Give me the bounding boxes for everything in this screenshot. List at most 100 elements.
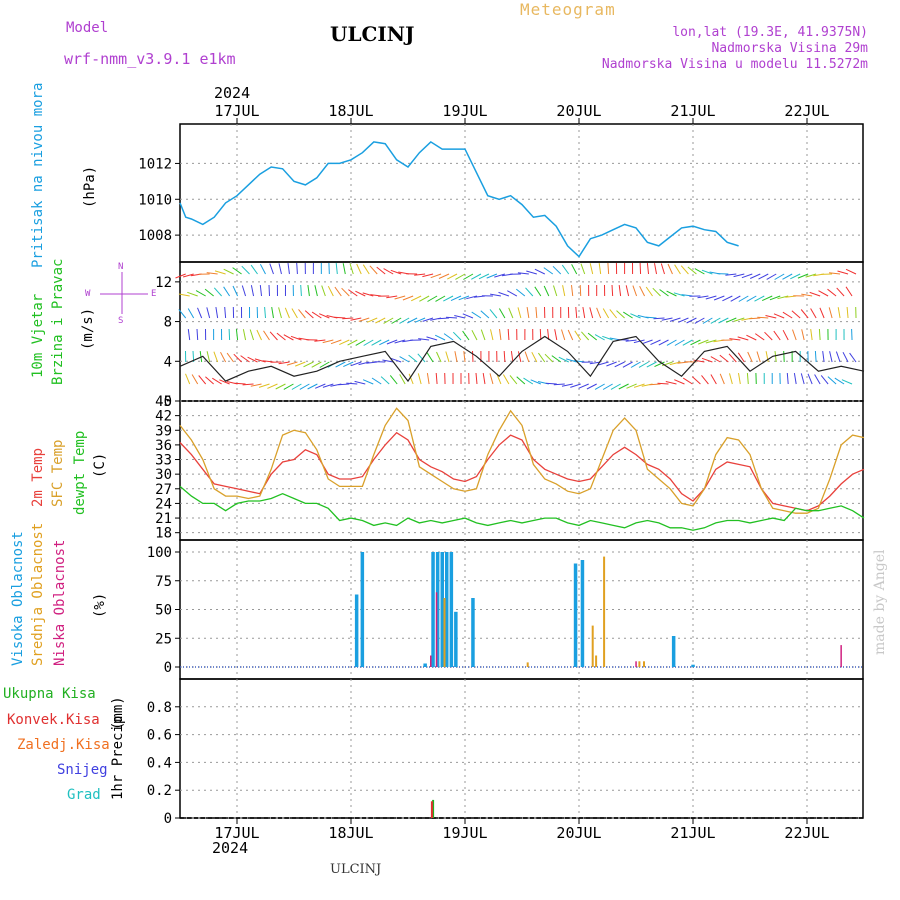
wind-arrow — [503, 350, 506, 363]
wind-arrow — [579, 284, 582, 297]
wind-arrow — [426, 373, 430, 385]
high-cloud-bar — [431, 552, 435, 667]
wind-arrow — [710, 317, 721, 324]
time-label-top: 20JUL — [556, 102, 601, 120]
wind-arrow — [259, 285, 263, 297]
wind-arrow — [845, 286, 853, 297]
wind-arrow — [718, 317, 729, 324]
high-cloud-bar — [360, 552, 365, 667]
wind-arrow — [639, 285, 646, 297]
wind-arrow — [554, 329, 558, 341]
wind-arrow — [256, 329, 262, 341]
wind-arrow — [198, 375, 207, 385]
wind-arrow — [543, 267, 554, 275]
panel-frame — [179, 678, 864, 819]
wind-arrow — [356, 263, 362, 275]
wind-arrow — [436, 351, 442, 363]
wind-arrow — [726, 317, 737, 323]
wind-arrow — [391, 317, 402, 324]
wind-arrow — [383, 317, 394, 324]
wind-arrow — [489, 373, 494, 385]
wind-arrow — [212, 377, 222, 385]
wind-arrow — [733, 273, 745, 278]
wind-arrow — [661, 317, 673, 321]
wind-arrow — [773, 330, 781, 341]
wind-arrow — [686, 317, 697, 324]
wind-arrow — [766, 273, 777, 280]
wind-arrow — [220, 351, 227, 363]
wind-arrow — [342, 263, 346, 275]
high-cloud-bar — [354, 594, 359, 667]
wind-arrow — [553, 285, 558, 297]
wind-arrow — [228, 328, 231, 341]
wind-arrow — [537, 352, 546, 363]
compass-n: N — [118, 262, 124, 272]
wind-arrow — [551, 355, 562, 363]
wind-arrow — [250, 383, 262, 387]
wind-arrow — [625, 285, 630, 297]
wind-arrow — [674, 264, 681, 275]
wind-arrow — [630, 313, 641, 319]
wind-arrow — [304, 310, 314, 319]
wind-arrow — [445, 351, 450, 363]
wind-arrow — [185, 373, 191, 385]
wind-arrow — [728, 353, 737, 363]
time-label-bottom: 17JUL — [214, 824, 259, 842]
wind-arrow — [223, 268, 234, 275]
wind-arrow — [667, 263, 673, 275]
wind-arrow — [680, 265, 689, 275]
wind-arrow — [213, 287, 222, 297]
wind-arrow — [408, 373, 414, 385]
wind-arrow — [321, 285, 326, 297]
wind-arrow — [849, 352, 857, 363]
wind-arrow — [206, 307, 211, 319]
wind-tick-label: 8 — [164, 315, 172, 331]
wind-arrow — [614, 361, 625, 368]
wind-arrow — [607, 262, 610, 275]
wind-arrow — [814, 350, 817, 363]
wind-arrow — [800, 373, 805, 385]
temp-tick-label: 24 — [155, 496, 172, 512]
wind-arrow — [638, 361, 649, 368]
wind-arrow — [797, 273, 809, 279]
precip-tick-label: 0 — [164, 811, 172, 827]
wind-tick-label: 4 — [164, 354, 172, 370]
wind-arrow — [454, 351, 458, 363]
wind-arrow — [480, 310, 490, 319]
pressure-tick-label: 1012 — [138, 156, 172, 172]
wind-arrow — [187, 329, 191, 341]
wind-arrow — [224, 306, 227, 319]
wind-arrow — [347, 339, 358, 346]
wind-arrow — [314, 285, 318, 297]
wind-arrow — [729, 373, 733, 385]
wind-arrow — [531, 351, 538, 363]
wind-arrow — [389, 375, 398, 385]
wind-arrow — [447, 273, 458, 280]
wind-arrow — [609, 309, 618, 319]
wind-arrow — [355, 290, 366, 297]
wind-arrow — [809, 291, 821, 297]
wind-arrow — [660, 263, 665, 275]
wind-arrow — [653, 317, 665, 320]
wind-arrow — [307, 383, 318, 390]
wind-arrow — [574, 330, 582, 341]
panel-frame — [179, 123, 864, 263]
wind-arrow — [774, 351, 777, 363]
wind-arrow — [394, 339, 406, 344]
wind-arrow — [674, 339, 685, 346]
wind-arrow — [342, 317, 354, 320]
wind-arrow — [594, 383, 605, 390]
wind-arrow — [383, 268, 394, 275]
wind-arrow — [271, 307, 274, 319]
wind-arrow — [422, 273, 434, 278]
wind-arrow — [354, 380, 366, 385]
wind-arrow — [338, 383, 350, 386]
wind-arrow — [650, 339, 661, 346]
wind-arrow — [517, 307, 522, 319]
wind-arrow — [435, 295, 446, 302]
wind-arrow — [526, 270, 537, 275]
temp-tick-label: 30 — [155, 467, 172, 483]
wind-arrow — [205, 376, 214, 385]
wind-arrow — [355, 339, 366, 346]
wind-arrow — [783, 350, 785, 363]
